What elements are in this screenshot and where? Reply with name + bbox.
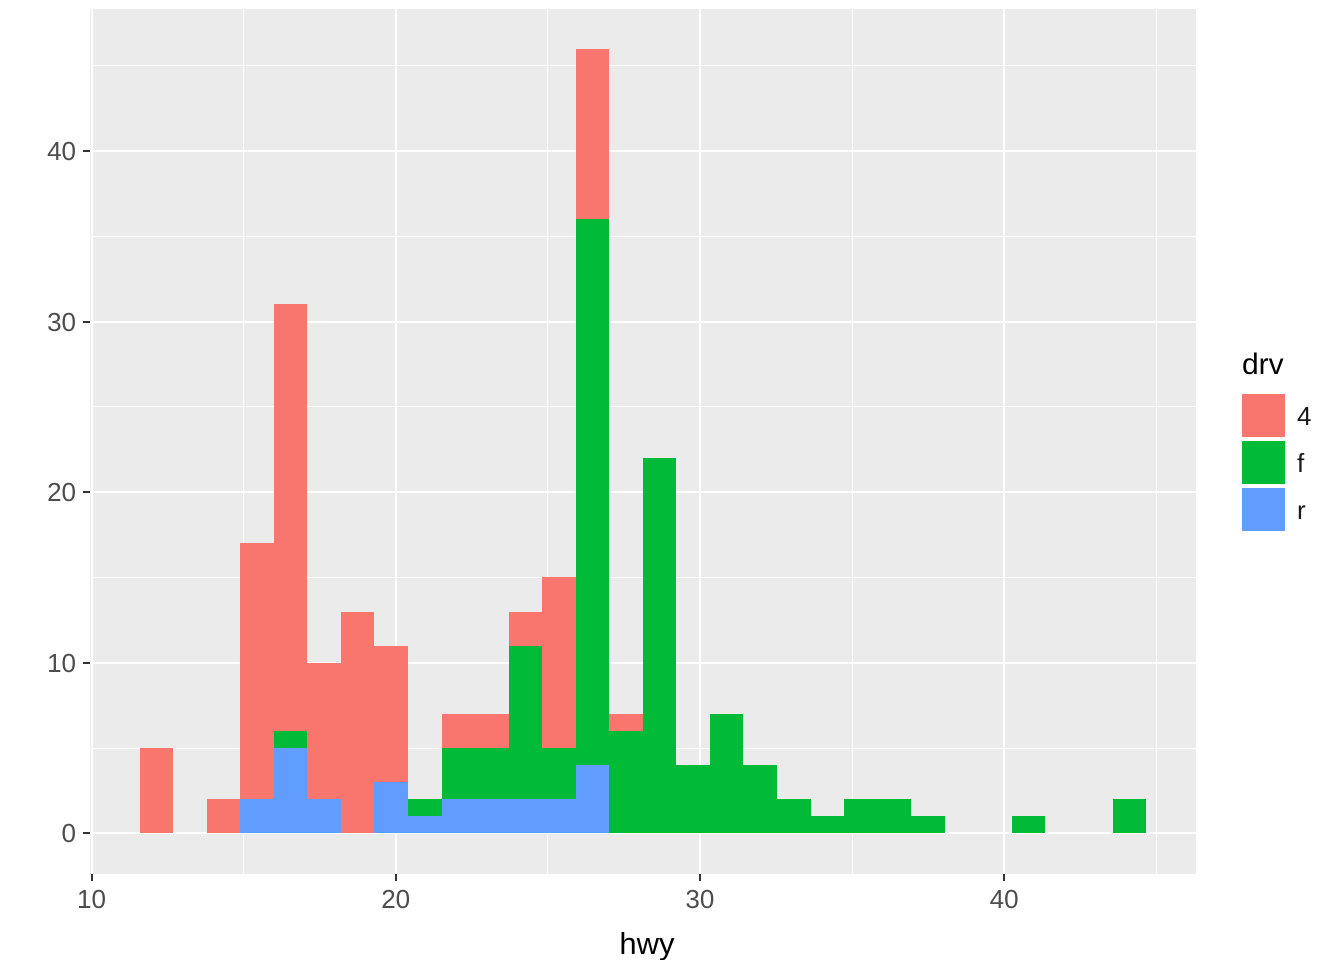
- gridline-x-minor: [547, 9, 549, 874]
- y-tick-label: 20: [47, 477, 76, 508]
- histogram-bar-segment-drv-4: [475, 713, 509, 748]
- histogram-bar-segment-drv-r: [273, 748, 308, 834]
- histogram-bar-segment-drv-r: [542, 799, 576, 834]
- histogram-bar-segment-drv-f: [810, 816, 845, 834]
- legend-key-swatch-r: [1242, 488, 1285, 531]
- histogram-bar-segment-drv-r: [575, 765, 610, 834]
- histogram-bar-segment-drv-f: [676, 765, 710, 834]
- histogram-bar-segment-drv-f: [407, 799, 442, 817]
- legend-key-swatch-4: [1242, 394, 1285, 437]
- histogram-bar-segment-drv-f: [475, 748, 509, 800]
- y-tick-mark: [83, 320, 90, 323]
- histogram-bar-segment-drv-r: [374, 782, 408, 834]
- histogram-bar-segment-drv-f: [643, 457, 677, 834]
- histogram-bar-segment-drv-f: [273, 730, 308, 748]
- histogram-bar-segment-drv-f: [441, 748, 476, 800]
- x-tick-mark: [1003, 874, 1006, 881]
- gridline-y-major: [90, 832, 1196, 835]
- gridline-x-major: [698, 9, 701, 874]
- y-tick-mark: [83, 491, 90, 494]
- x-tick-mark: [394, 874, 397, 881]
- histogram-bar-segment-drv-f: [911, 816, 945, 834]
- gridline-y-minor: [90, 406, 1196, 408]
- histogram-bar-segment-drv-f: [844, 799, 878, 834]
- y-tick-label: 0: [61, 818, 76, 849]
- histogram-bar-segment-drv-4: [340, 611, 375, 834]
- y-tick-mark: [83, 832, 90, 835]
- y-tick-label: 30: [47, 306, 76, 337]
- legend-entry-label: 4: [1297, 400, 1312, 431]
- y-tick-mark: [83, 149, 90, 152]
- histogram-bar-segment-drv-4: [206, 799, 241, 834]
- histogram-bar-segment-drv-r: [307, 799, 341, 834]
- legend-title: drv: [1242, 348, 1284, 381]
- legend-entry-4: 4: [1240, 394, 1344, 437]
- histogram-bar-segment-drv-r: [508, 799, 543, 834]
- histogram-bar-segment-drv-f: [609, 730, 643, 834]
- histogram-bar-segment-drv-r: [475, 799, 509, 834]
- histogram-bar-segment-drv-4: [240, 543, 274, 800]
- histogram-bar-segment-drv-4: [441, 713, 476, 748]
- histogram-bar-segment-drv-f: [508, 645, 543, 800]
- x-tick-label: 30: [685, 884, 715, 914]
- histogram-bar-segment-drv-4: [609, 713, 643, 731]
- histogram-bar-segment-drv-4: [508, 611, 543, 646]
- histogram-bar-segment-drv-f: [1112, 799, 1147, 834]
- gridline-x-minor: [851, 9, 853, 874]
- gridline-y-major: [90, 149, 1196, 152]
- histogram-bar-segment-drv-4: [307, 662, 341, 800]
- y-tick-label: 40: [47, 135, 76, 166]
- gridline-y-minor: [90, 235, 1196, 237]
- gridline-x-major: [394, 9, 397, 874]
- legend-entry-f: f: [1240, 441, 1344, 484]
- histogram-bar-segment-drv-f: [709, 713, 744, 834]
- legend-key-swatch-f: [1242, 441, 1285, 484]
- histogram-bar-segment-drv-4: [273, 304, 308, 731]
- x-tick-mark: [698, 874, 701, 881]
- histogram-bar-segment-drv-r: [441, 799, 476, 834]
- gridline-x-minor: [243, 9, 245, 874]
- x-tick-label: 10: [77, 884, 106, 914]
- legend-entry-label: r: [1297, 494, 1306, 525]
- y-tick-label: 10: [47, 647, 76, 678]
- y-tick-mark: [83, 661, 90, 664]
- gridline-x-major: [1003, 9, 1006, 874]
- x-tick-label: 40: [989, 884, 1019, 914]
- histogram-bar-segment-drv-r: [240, 799, 274, 834]
- histogram-bar-segment-drv-r: [407, 816, 442, 834]
- histogram-bar-segment-drv-4: [542, 577, 576, 748]
- gridline-y-major: [90, 320, 1196, 323]
- plot-panel: [90, 9, 1196, 874]
- legend-entry-r: r: [1240, 488, 1344, 531]
- x-tick-label: 20: [381, 884, 411, 914]
- histogram-bar-segment-drv-4: [575, 48, 610, 220]
- x-tick-mark: [90, 874, 93, 881]
- histogram-bar-segment-drv-f: [777, 799, 811, 834]
- histogram-bar-segment-drv-f: [542, 748, 576, 800]
- gridline-x-major: [90, 9, 93, 874]
- histogram-bar-segment-drv-4: [374, 645, 408, 783]
- x-axis-title: hwy: [619, 926, 675, 960]
- histogram-bar-segment-drv-f: [1012, 816, 1046, 834]
- gridline-y-minor: [90, 65, 1196, 67]
- histogram-bar-segment-drv-f: [877, 799, 912, 834]
- legend-entry-label: f: [1297, 447, 1305, 478]
- histogram-bar-segment-drv-4: [139, 748, 174, 834]
- histogram-bar-segment-drv-f: [575, 219, 610, 766]
- histogram-bar-segment-drv-f: [743, 765, 778, 834]
- gridline-x-minor: [1155, 9, 1157, 874]
